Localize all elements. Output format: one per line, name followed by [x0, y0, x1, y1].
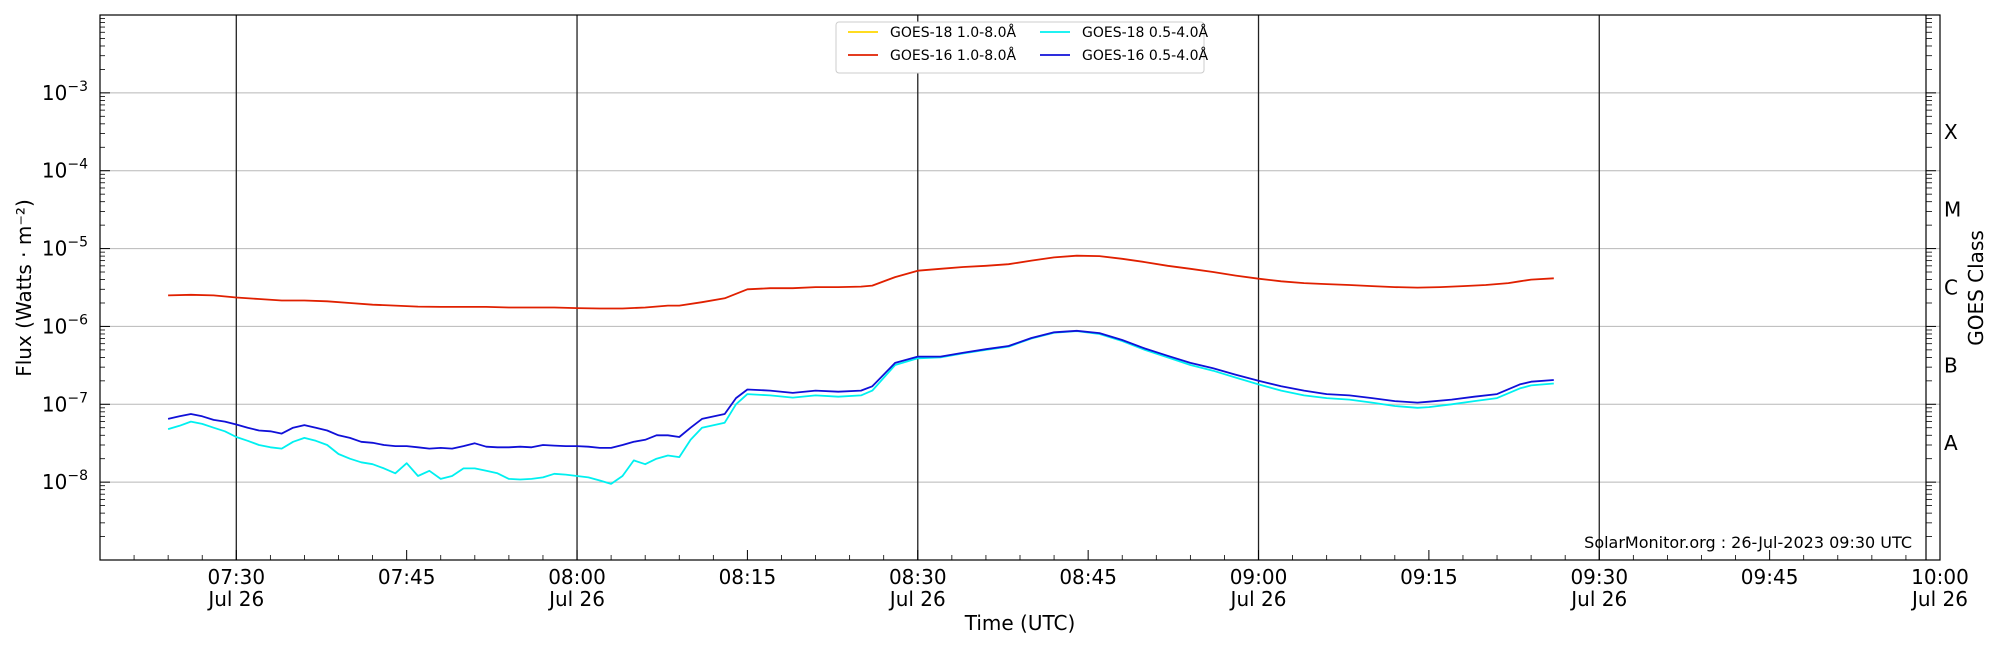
y-axis-title: Flux (Watts · m⁻²)	[12, 199, 36, 377]
x-tick-sublabel: Jul 26	[547, 587, 605, 611]
y-tick-label: 10−5	[42, 235, 88, 261]
x-tick-sublabel: Jul 26	[1569, 587, 1627, 611]
legend-label: GOES-18 0.5-4.0Å	[1082, 24, 1208, 41]
series-line	[168, 254, 1554, 310]
x-tick-label: 09:00	[1230, 565, 1288, 589]
x-axis-title: Time (UTC)	[964, 611, 1076, 635]
plot-area	[100, 15, 1940, 560]
x-tick-sublabel: Jul 26	[206, 587, 264, 611]
x-tick-sublabel: Jul 26	[1910, 587, 1968, 611]
series-layer	[167, 254, 1554, 485]
goes-class-label: C	[1944, 276, 1958, 300]
legend-label: GOES-18 1.0-8.0Å	[890, 24, 1016, 41]
y-tick-label: 10−6	[42, 312, 88, 338]
x-tick-label: 09:15	[1400, 565, 1458, 589]
goes-class-label: B	[1944, 353, 1958, 377]
y-tick-label: 10−3	[42, 79, 88, 105]
goes-class-label: X	[1944, 120, 1958, 144]
goes-class-label: A	[1944, 431, 1958, 455]
x-tick-label: 08:15	[719, 565, 777, 589]
x-tick-sublabel: Jul 26	[1229, 587, 1287, 611]
series-line	[167, 329, 1554, 450]
legend-label: GOES-16 1.0-8.0Å	[890, 47, 1016, 64]
x-tick-label: 07:30	[207, 565, 265, 589]
vertical-lines-layer	[235, 15, 1600, 560]
x-tick-label: 08:00	[548, 565, 606, 589]
goes-class-label: M	[1944, 198, 1961, 222]
legend-label: GOES-16 0.5-4.0Å	[1082, 47, 1208, 64]
legend-box	[835, 21, 1205, 74]
series-line	[167, 330, 1554, 485]
legend: GOES-18 1.0-8.0Å GOES-16 1.0-8.0Å GOES-18 …	[835, 21, 1208, 74]
x-tick-label: 08:30	[889, 565, 947, 589]
y-ticks-layer: 10−8 10−7 10−6 10−5 10−4 10−3	[42, 18, 1936, 561]
x-tick-label: 08:45	[1059, 565, 1117, 589]
source-annotation: SolarMonitor.org : 26-Jul-2023 09:30 UTC	[1584, 533, 1912, 552]
x-tick-label: 10:00	[1911, 565, 1969, 589]
grid-layer	[100, 92, 1940, 483]
goes-class-layer: A B C M X	[1944, 120, 1961, 455]
y-tick-label: 10−4	[42, 157, 88, 183]
x-tick-label: 09:30	[1570, 565, 1628, 589]
x-tick-label: 07:45	[378, 565, 436, 589]
x-tick-sublabel: Jul 26	[888, 587, 946, 611]
y-tick-label: 10−8	[42, 468, 88, 494]
y-tick-label: 10−7	[42, 390, 88, 416]
x-tick-label: 09:45	[1741, 565, 1799, 589]
right-axis-title: GOES Class	[1964, 230, 1988, 346]
